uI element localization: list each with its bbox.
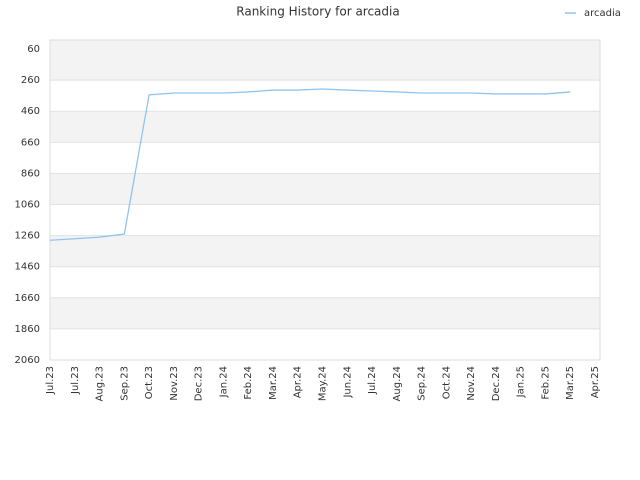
y-tick-label: 60 <box>27 44 40 55</box>
grid-band <box>50 111 600 143</box>
chart-title: Ranking History for arcadia <box>236 5 399 19</box>
grid-band <box>50 40 600 81</box>
x-tick-label: Sep.24 <box>417 366 428 401</box>
legend-label: arcadia <box>584 8 621 19</box>
grid-band <box>50 297 600 329</box>
y-tick-label: 1260 <box>15 231 40 242</box>
x-tick-label: Feb.24 <box>243 366 254 400</box>
x-tick-label: Aug.24 <box>392 366 403 401</box>
x-tick-label: Feb.25 <box>540 366 551 400</box>
y-tick-label: 1060 <box>15 200 40 211</box>
y-tick-label: 860 <box>21 168 40 179</box>
x-tick-label: Jul.23 <box>45 366 56 395</box>
y-tick-label: 460 <box>21 106 40 117</box>
x-tick-label: Apr.25 <box>590 366 601 398</box>
x-tick-label: Mar.25 <box>565 366 576 400</box>
x-tick-label: Jan.24 <box>218 366 229 398</box>
x-tick-label: Jan.25 <box>516 366 527 398</box>
line-series <box>49 88 571 241</box>
plot-frame <box>49 39 601 361</box>
grid-band <box>50 173 600 205</box>
y-tick-label: 1660 <box>15 293 40 304</box>
x-tick-label: Jun.24 <box>342 366 353 399</box>
y-tick-label: 660 <box>21 137 40 148</box>
x-tick-label: Mar.24 <box>268 366 279 400</box>
x-tick-label: Apr.24 <box>293 366 304 398</box>
x-tick-label: Jul.24 <box>367 366 378 395</box>
x-tick-label: Dec.23 <box>194 366 205 401</box>
x-tick-label: Nov.24 <box>466 366 477 401</box>
x-tick-label: Nov.23 <box>169 366 180 401</box>
y-tick-label: 2060 <box>15 355 40 366</box>
y-tick-label: 260 <box>21 75 40 86</box>
x-tick-label: Oct.23 <box>144 366 155 399</box>
x-tick-label: Sep.23 <box>119 366 130 401</box>
y-tick-label: 1860 <box>15 324 40 335</box>
x-tick-label: Jul.23 <box>70 366 81 395</box>
x-tick-label: May.24 <box>318 366 329 401</box>
x-tick-label: Dec.24 <box>491 366 502 401</box>
x-tick-label: Oct.24 <box>441 366 452 399</box>
x-tick-label: Aug.23 <box>95 366 106 401</box>
grid-band <box>50 235 600 267</box>
y-tick-label: 1460 <box>15 262 40 273</box>
